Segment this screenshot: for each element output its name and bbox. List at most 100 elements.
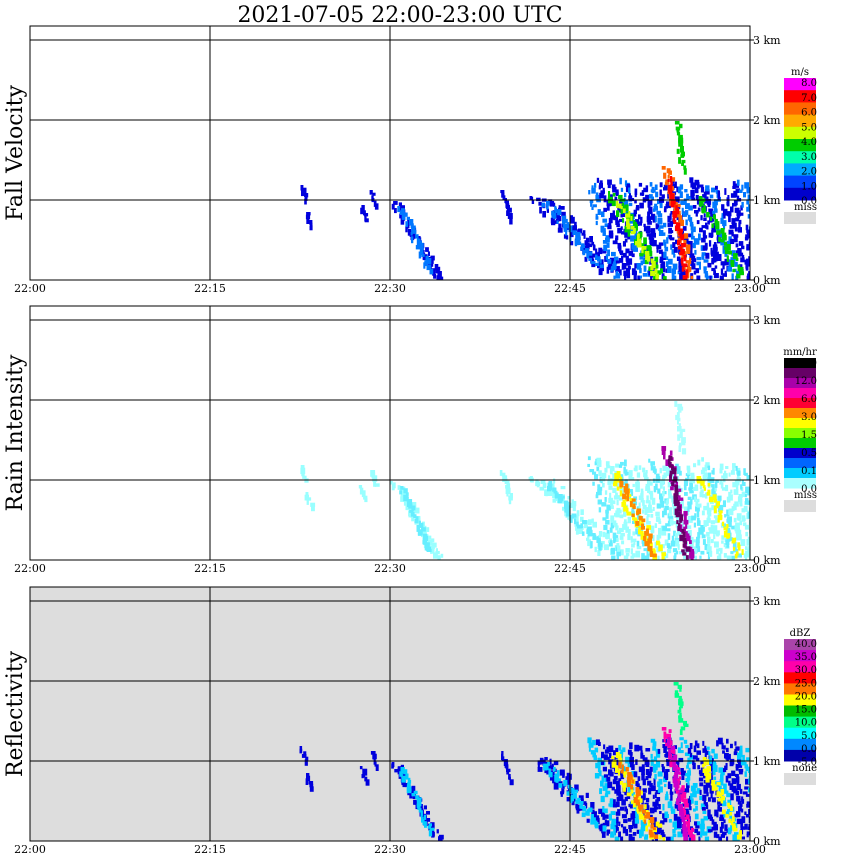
echo-cell [595, 254, 598, 260]
echo-cell [612, 192, 616, 197]
echo-cell [694, 813, 699, 820]
echo-cell [634, 219, 640, 226]
echo-cell [690, 224, 694, 231]
echo-cell [615, 780, 621, 787]
echo-cell [618, 194, 623, 199]
echo-cell [641, 553, 645, 560]
colorbar-label: 0.0 [801, 196, 817, 207]
echo-cell [643, 548, 649, 552]
echo-cell [695, 506, 700, 512]
echo-cell [602, 232, 606, 236]
echo-cell [649, 807, 655, 814]
echo-cell [749, 783, 750, 790]
echo-cell [646, 495, 649, 501]
echo-cell [675, 789, 680, 794]
echo-cell [556, 770, 560, 777]
echo-cell [595, 739, 600, 746]
echo-cell [739, 266, 744, 273]
echo-cell [679, 704, 683, 709]
echo-cell [679, 819, 682, 823]
echo-cell [742, 791, 748, 795]
echo-cell [661, 727, 667, 731]
echo-cell [657, 227, 661, 231]
echo-cell [613, 763, 617, 768]
echo-cell [731, 540, 736, 544]
echo-cell [643, 536, 647, 541]
echo-cell [681, 162, 684, 166]
echo-cell [393, 201, 398, 205]
echo-cell [655, 261, 658, 266]
echo-cell [683, 264, 686, 270]
echo-cell [658, 242, 664, 246]
echo-cell [567, 516, 571, 520]
echo-cell [608, 803, 612, 807]
echo-cell [621, 814, 627, 819]
echo-cell [403, 212, 408, 217]
echo-cell [687, 501, 691, 506]
echo-cell [641, 773, 645, 781]
echo-cell [676, 412, 680, 418]
echo-cell [695, 541, 700, 549]
echo-cell [655, 821, 660, 827]
echo-cell [719, 512, 722, 518]
echo-cell [748, 809, 750, 815]
echo-cell [699, 491, 703, 498]
echo-cell [666, 466, 669, 471]
echo-cell [687, 529, 692, 537]
echo-cell [358, 485, 363, 489]
echo-cell [681, 159, 686, 164]
echo-cell [734, 479, 740, 486]
echo-cell [743, 517, 746, 521]
echo-cell [669, 190, 673, 195]
y-tick-label: 2 km [753, 675, 781, 688]
echo-cell [635, 528, 638, 535]
echo-cell [713, 505, 716, 510]
echo-cell [506, 771, 510, 775]
echo-cell [681, 266, 685, 272]
echo-cell [580, 246, 584, 251]
echo-cell [626, 185, 631, 191]
echo-cell [700, 480, 705, 486]
echo-cell [662, 232, 666, 236]
echo-cell [607, 480, 612, 486]
echo-cell [615, 216, 618, 223]
echo-cell [618, 269, 622, 276]
echo-cell [663, 208, 667, 213]
echo-cell [606, 205, 610, 211]
colorbar-swatch [784, 694, 816, 707]
echo-cell [505, 485, 508, 489]
echo-cell [401, 775, 406, 783]
echo-cell [608, 497, 614, 503]
echo-cell [706, 492, 711, 496]
echo-cell [664, 754, 669, 758]
echo-cell [757, 823, 762, 828]
echo-cell [683, 827, 688, 834]
echo-cell [626, 491, 629, 498]
echo-cell [653, 768, 657, 773]
echo-cell [400, 490, 405, 498]
colorbar-swatch [784, 358, 816, 369]
echo-cell [692, 479, 695, 484]
echo-cell [667, 266, 672, 273]
echo-cell [702, 245, 708, 251]
echo-cell [719, 814, 724, 819]
echo-cell [726, 255, 729, 262]
echo-cell [403, 769, 408, 775]
echo-cell [418, 251, 422, 259]
echo-cell [369, 190, 373, 195]
echo-cell [653, 763, 658, 771]
echo-cell [702, 811, 707, 814]
echo-cell [674, 783, 679, 788]
echo-cell [595, 220, 598, 226]
colorbar-label: 12.0 [795, 376, 817, 387]
echo-cell [610, 833, 615, 838]
echo-cell [683, 263, 688, 267]
echo-cell [643, 223, 646, 227]
echo-cell [674, 826, 677, 831]
echo-cell [654, 268, 658, 274]
echo-cell [719, 793, 723, 797]
echo-cell [596, 815, 600, 820]
echo-cell [740, 205, 743, 211]
echo-cell [754, 797, 756, 804]
echo-cell [730, 238, 735, 244]
